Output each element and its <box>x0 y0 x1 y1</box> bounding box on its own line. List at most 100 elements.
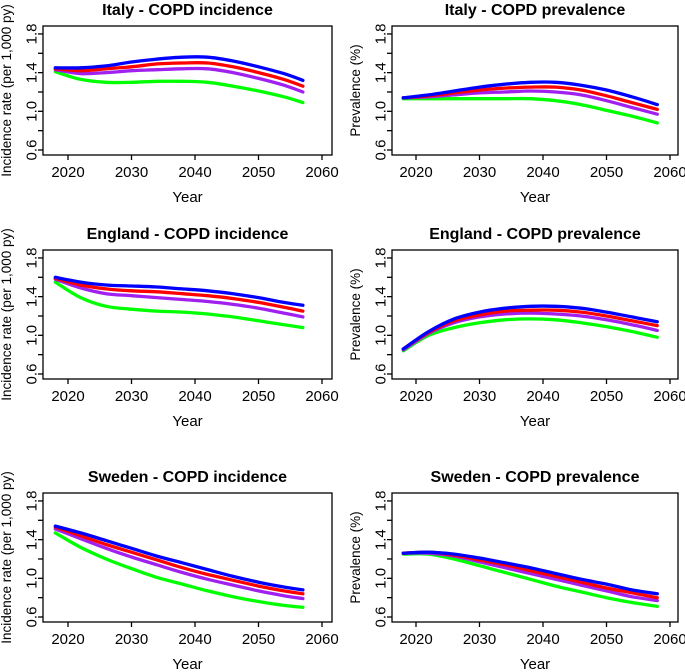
plot-box <box>42 25 333 156</box>
y-tick-label: 0.6 <box>372 140 389 161</box>
plot-england-incidence: England - COPD incidence Incidence rate … <box>0 226 339 430</box>
x-axis-label: Year <box>520 413 550 430</box>
y-tick-label: 1.8 <box>372 491 389 512</box>
x-tick-label: 2040 <box>526 631 559 648</box>
series-line-blue <box>401 550 659 596</box>
x-tick-label: 2020 <box>51 388 84 405</box>
plot-sweden-prevalence: Sweden - COPD prevalence Prevalence (%) … <box>348 469 685 672</box>
x-tick-label: 2050 <box>242 164 275 181</box>
y-tick-label: 1.0 <box>23 568 40 589</box>
plot-box <box>42 249 333 380</box>
series-line-purple <box>53 277 305 319</box>
y-axis-label: Prevalence (%) <box>348 511 363 603</box>
x-axis-label: Year <box>520 656 550 672</box>
x-tick-label: 2030 <box>115 388 148 405</box>
y-axis-label: Incidence rate (per 1,000 py) <box>0 471 14 644</box>
x-tick-label: 2040 <box>178 388 211 405</box>
series-line-purple <box>53 527 305 601</box>
plot-box <box>42 492 333 623</box>
x-tick-label: 2030 <box>115 164 148 181</box>
series-line-purple <box>401 551 659 603</box>
y-tick-label: 0.6 <box>372 607 389 628</box>
y-tick-label: 0.6 <box>23 140 40 161</box>
series-line-green <box>53 70 305 105</box>
plot-italy-prevalence: Italy - COPD prevalence Prevalence (%) Y… <box>348 2 685 206</box>
y-tick-label: 1.0 <box>372 325 389 346</box>
x-tick-label: 2050 <box>590 388 623 405</box>
chart-title: Italy - COPD prevalence <box>445 2 626 19</box>
series-line-blue <box>53 524 305 592</box>
y-axis-label: Prevalence (%) <box>348 268 363 360</box>
chart-title: England - COPD prevalence <box>429 226 641 243</box>
series-line-red <box>53 276 305 313</box>
chart-title: Italy - COPD incidence <box>102 2 273 19</box>
x-tick-label: 2060 <box>305 631 338 648</box>
y-tick-label: 0.6 <box>23 607 40 628</box>
x-tick-label: 2060 <box>305 164 338 181</box>
x-tick-label: 2050 <box>242 388 275 405</box>
series-line-green <box>53 280 305 330</box>
series-line-red <box>53 525 305 596</box>
x-axis-label: Year <box>172 413 202 430</box>
y-tick-label: 1.4 <box>372 286 389 307</box>
series-line-green <box>401 96 659 125</box>
panel-sweden-incidence: Sweden - COPD incidence Incidence rate (… <box>0 448 343 672</box>
panel-england-incidence: England - COPD incidence Incidence rate … <box>0 224 343 448</box>
plot-box <box>391 492 679 623</box>
x-tick-label: 2030 <box>463 388 496 405</box>
x-tick-label: 2040 <box>526 388 559 405</box>
x-tick-label: 2030 <box>115 631 148 648</box>
y-tick-label: 1.4 <box>23 286 40 307</box>
y-tick-label: 1.8 <box>23 24 40 45</box>
plot-box <box>391 249 679 380</box>
y-tick-label: 1.0 <box>23 325 40 346</box>
y-axis-label: Incidence rate (per 1,000 py) <box>0 228 14 401</box>
plot-box <box>391 25 679 156</box>
x-tick-label: 2060 <box>653 388 685 405</box>
series-line-purple <box>53 66 305 94</box>
x-tick-label: 2020 <box>399 388 432 405</box>
series-line-purple <box>401 89 659 116</box>
y-tick-label: 0.6 <box>372 364 389 385</box>
x-tick-label: 2050 <box>590 631 623 648</box>
series-line-blue <box>53 275 305 307</box>
y-tick-label: 1.0 <box>372 101 389 122</box>
y-tick-label: 1.8 <box>23 491 40 512</box>
series-line-red <box>53 60 305 88</box>
x-tick-label: 2020 <box>399 631 432 648</box>
series-line-blue <box>53 55 305 83</box>
x-tick-label: 2060 <box>653 631 685 648</box>
x-axis-label: Year <box>172 189 202 206</box>
x-tick-label: 2040 <box>526 164 559 181</box>
x-axis-label: Year <box>172 656 202 672</box>
y-axis-label: Prevalence (%) <box>348 44 363 136</box>
y-axis-label: Incidence rate (per 1,000 py) <box>0 4 14 177</box>
plot-sweden-incidence: Sweden - COPD incidence Incidence rate (… <box>0 469 339 672</box>
series-line-green <box>401 317 659 353</box>
panel-italy-prevalence: Italy - COPD prevalence Prevalence (%) Y… <box>342 0 685 224</box>
y-tick-label: 1.4 <box>372 62 389 83</box>
x-tick-label: 2050 <box>590 164 623 181</box>
series-line-blue <box>401 80 659 107</box>
y-tick-label: 1.8 <box>372 248 389 269</box>
panel-england-prevalence: England - COPD prevalence Prevalence (%)… <box>342 224 685 448</box>
x-axis-label: Year <box>520 189 550 206</box>
x-tick-label: 2050 <box>242 631 275 648</box>
chart-title: Sweden - COPD incidence <box>88 469 287 486</box>
panel-italy-incidence: Italy - COPD incidence Incidence rate (p… <box>0 0 343 224</box>
y-tick-label: 1.0 <box>372 568 389 589</box>
x-tick-label: 2030 <box>463 631 496 648</box>
x-tick-label: 2040 <box>178 631 211 648</box>
y-tick-label: 1.8 <box>23 248 40 269</box>
chart-title: Sweden - COPD prevalence <box>431 469 640 486</box>
y-tick-label: 1.4 <box>23 62 40 83</box>
x-tick-label: 2020 <box>51 631 84 648</box>
y-tick-label: 1.0 <box>23 101 40 122</box>
chart-title: England - COPD incidence <box>87 226 289 243</box>
y-tick-label: 0.6 <box>23 364 40 385</box>
y-tick-label: 1.4 <box>372 529 389 550</box>
x-tick-label: 2030 <box>463 164 496 181</box>
x-tick-label: 2020 <box>51 164 84 181</box>
x-tick-label: 2040 <box>178 164 211 181</box>
